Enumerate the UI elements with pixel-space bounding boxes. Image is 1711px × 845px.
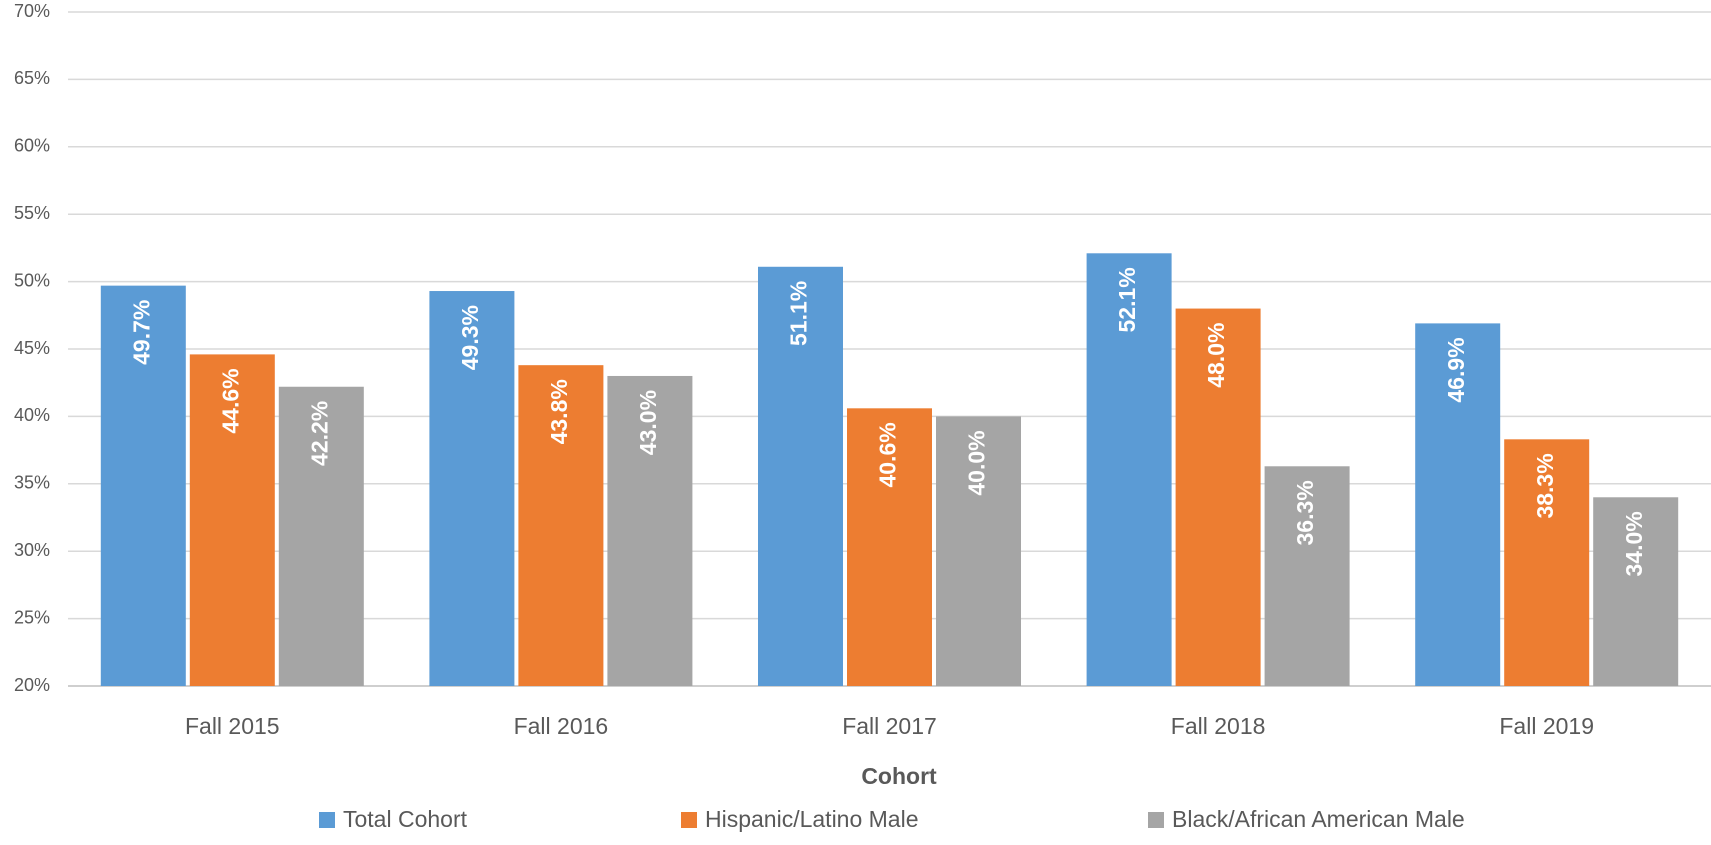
bar	[278, 386, 364, 686]
bar	[936, 416, 1021, 686]
x-tick-label: Fall 2019	[1499, 713, 1594, 739]
bar	[1086, 253, 1172, 687]
y-tick-label: 55%	[14, 203, 50, 223]
bar	[189, 354, 275, 686]
data-label: 46.9%	[1443, 337, 1469, 402]
data-label: 34.0%	[1621, 511, 1647, 576]
data-label: 40.6%	[875, 422, 901, 487]
data-label: 43.0%	[635, 390, 661, 455]
legend-label: Hispanic/Latino Male	[705, 806, 919, 832]
x-tick-label: Fall 2016	[514, 713, 609, 739]
y-tick-label: 50%	[14, 270, 50, 290]
data-label: 49.7%	[128, 300, 154, 365]
y-tick-label: 20%	[14, 675, 50, 695]
bar	[1264, 466, 1350, 686]
y-tick-label: 25%	[14, 607, 50, 627]
data-label: 42.2%	[306, 401, 332, 466]
y-tick-label: 65%	[14, 68, 50, 88]
bar	[847, 408, 932, 686]
y-tick-label: 60%	[14, 136, 50, 156]
y-tick-label: 70%	[14, 1, 50, 21]
bar	[1415, 323, 1501, 686]
bar	[1504, 439, 1590, 686]
bar	[1593, 497, 1679, 686]
bar	[429, 291, 515, 686]
x-axis-title: Cohort	[861, 763, 937, 789]
x-tick-label: Fall 2015	[185, 713, 280, 739]
x-tick-label: Fall 2018	[1171, 713, 1266, 739]
y-tick-label: 45%	[14, 338, 50, 358]
bar	[100, 285, 186, 686]
data-label: 52.1%	[1114, 267, 1140, 332]
legend-swatch	[319, 812, 335, 828]
bar	[518, 365, 604, 686]
data-label: 43.8%	[546, 379, 572, 444]
legend-label: Total Cohort	[343, 806, 468, 832]
data-label: 36.3%	[1292, 480, 1318, 545]
data-label: 40.0%	[964, 430, 990, 495]
data-label: 49.3%	[457, 305, 483, 370]
data-label: 38.3%	[1532, 453, 1558, 518]
y-tick-label: 35%	[14, 473, 50, 493]
y-tick-label: 30%	[14, 540, 50, 560]
y-tick-label: 40%	[14, 405, 50, 425]
legend-label: Black/African American Male	[1172, 806, 1465, 832]
data-label: 51.1%	[786, 281, 812, 346]
legend-swatch	[1148, 812, 1164, 828]
bar	[758, 266, 843, 686]
data-label: 48.0%	[1203, 323, 1229, 388]
data-label: 44.6%	[217, 368, 243, 433]
bar	[607, 375, 693, 686]
legend-swatch	[681, 812, 697, 828]
x-tick-label: Fall 2017	[842, 713, 937, 739]
bar	[1175, 308, 1261, 686]
